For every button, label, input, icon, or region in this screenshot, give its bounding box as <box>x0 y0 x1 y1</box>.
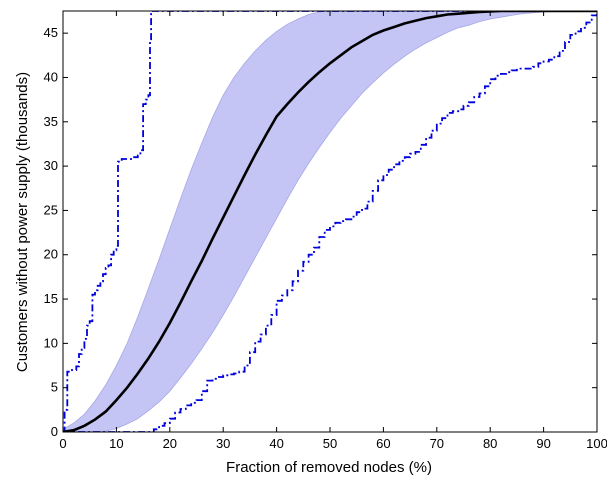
y-tick-label: 0 <box>51 424 58 439</box>
x-tick-label: 30 <box>216 436 230 451</box>
x-tick-label: 90 <box>536 436 550 451</box>
x-tick-label: 100 <box>586 436 607 451</box>
mean-line <box>63 11 597 432</box>
y-tick-label: 10 <box>44 335 58 350</box>
y-tick-label: 15 <box>44 291 58 306</box>
x-tick-label: 50 <box>323 436 337 451</box>
axes: 0 10 20 30 40 50 60 70 80 90 100 0 5 10 15 20 25 30 35 40 45 <box>44 10 607 451</box>
x-axis-label: Fraction of removed nodes (%) <box>226 459 432 476</box>
y-tick-label: 30 <box>44 158 58 173</box>
y-tick-label: 5 <box>51 380 58 395</box>
x-tick-label: 60 <box>376 436 390 451</box>
plot-area <box>63 11 597 432</box>
y-axis-label: Customers without power supply (thousand… <box>14 72 31 372</box>
y-tick-label: 25 <box>44 202 58 217</box>
x-tick-label: 40 <box>269 436 283 451</box>
lower-bound-line <box>63 11 597 432</box>
y-tick-label: 40 <box>44 69 58 84</box>
y-tick-label: 35 <box>44 114 58 129</box>
y-tick-label: 20 <box>44 247 58 262</box>
x-tick-label: 20 <box>163 436 177 451</box>
x-tick-label: 70 <box>430 436 444 451</box>
confidence-band <box>63 11 597 432</box>
x-tick-label: 80 <box>483 436 497 451</box>
series-group <box>63 11 597 432</box>
x-tick-label: 0 <box>59 436 66 451</box>
upper-bound-line <box>63 11 597 432</box>
y-tick-label: 45 <box>44 25 58 40</box>
x-tick-label: 10 <box>109 436 123 451</box>
